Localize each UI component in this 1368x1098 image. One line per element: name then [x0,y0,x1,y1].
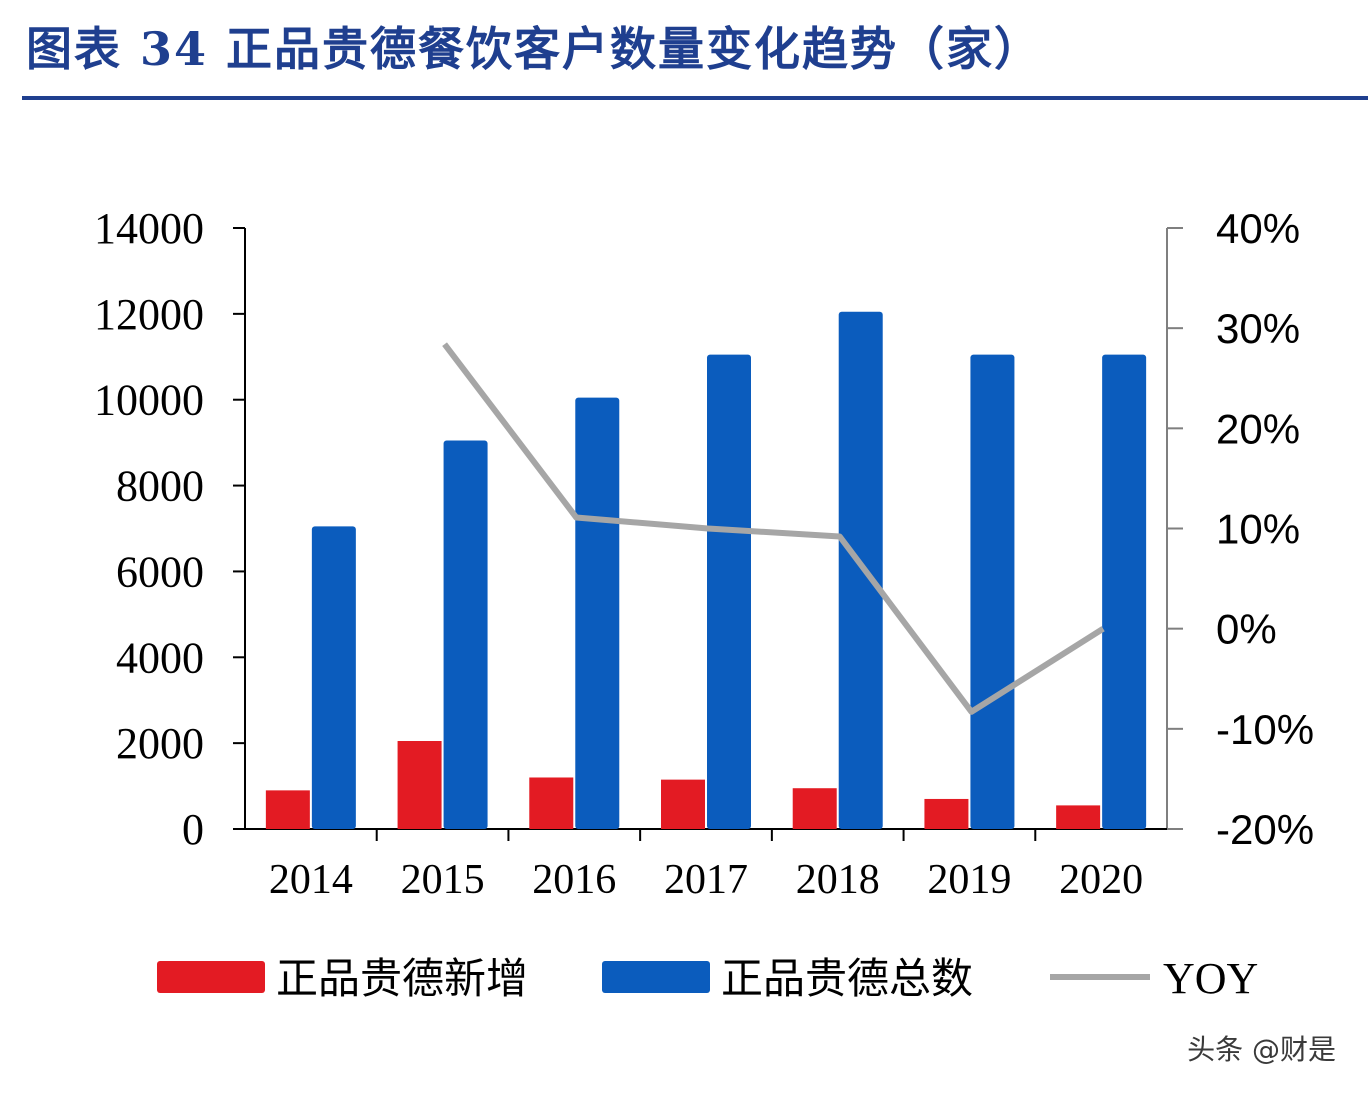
right-axis-tick-label: 40% [1216,205,1300,252]
bar-new-2016 [529,777,574,829]
x-axis-tick-label: 2019 [927,857,1011,903]
yoy-line [442,342,1105,715]
right-axis-tick-label: -20% [1216,806,1314,853]
right-axis-tick-label: 10% [1216,506,1300,553]
bar-new-2014 [265,790,310,829]
x-axis-tick-label: 2014 [269,857,353,903]
left-axis-tick-label: 8000 [116,462,204,511]
bar-total-2020 [1102,354,1147,829]
chart-title: 图表 34 正品贵德餐饮客户数量变化趋势（家） [26,22,1043,76]
bar-new-2015 [397,740,442,829]
bar-total-2019 [970,354,1015,829]
bar-total-2014 [311,526,356,829]
right-axis-tick-label: 30% [1216,305,1300,352]
left-axis-tick-label: 4000 [116,633,204,682]
x-axis-tick-label: 2018 [796,857,880,903]
left-axis-tick-label: 10000 [94,376,204,425]
x-axis-tick-label: 2020 [1059,857,1143,903]
legend-swatch-new [157,961,265,993]
x-axis-tick-label: 2016 [532,857,616,903]
left-axis-tick-label: 14000 [94,204,204,253]
bar-total-2018 [838,311,883,830]
bar-new-2017 [661,779,705,829]
left-axis-tick-label: 0 [182,805,204,854]
title-divider [22,96,1368,100]
left-axis-tick-label: 2000 [116,719,204,768]
right-axis-tick-label: -10% [1216,706,1314,753]
legend-label-yoy: YOY [1163,954,1258,1003]
legend-label-total: 正品贵德总数 [721,957,973,1003]
left-axis-tick-label: 6000 [116,547,204,596]
right-axis-tick-label: 20% [1216,405,1300,452]
legend-swatch-total [602,961,710,993]
legend-label-new: 正品贵德新增 [276,957,528,1003]
bar-total-2016 [575,397,620,829]
x-axis-tick-label: 2015 [401,857,485,903]
bar-total-2017 [707,354,751,829]
bar-total-2015 [443,440,488,829]
left-axis-tick-label: 12000 [94,290,204,339]
watermark-text: 头条 @财是 [1187,1033,1336,1066]
bar-new-2018 [792,788,837,829]
bar-new-2020 [1056,805,1101,829]
bar-new-2019 [924,798,969,829]
right-axis-tick-label: 0% [1216,606,1277,653]
x-axis-tick-label: 2017 [664,857,748,903]
